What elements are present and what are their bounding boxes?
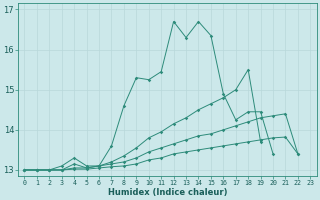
X-axis label: Humidex (Indice chaleur): Humidex (Indice chaleur) (108, 188, 227, 197)
